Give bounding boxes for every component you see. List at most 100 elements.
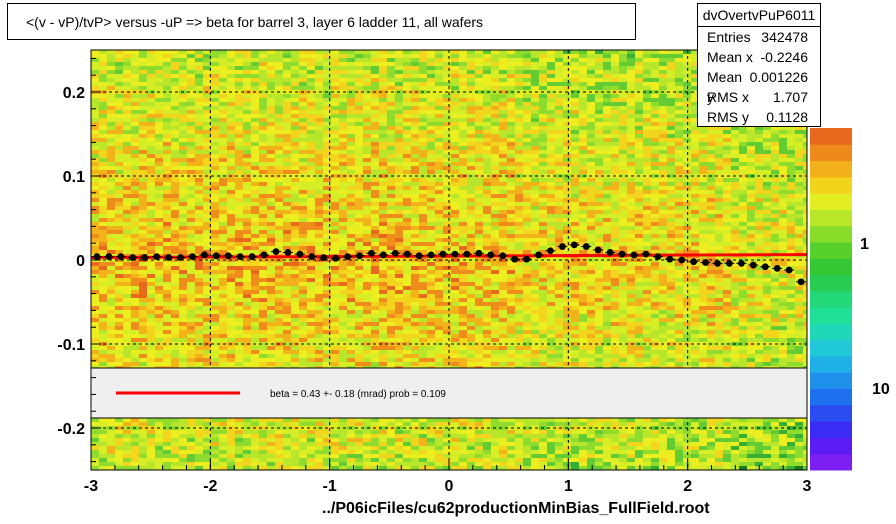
heatmap-cell xyxy=(579,110,587,114)
heatmap-cell xyxy=(243,250,251,254)
heatmap-cell xyxy=(771,230,779,234)
heatmap-cell xyxy=(667,206,675,210)
heatmap-cell xyxy=(555,262,563,266)
heatmap-cell xyxy=(179,246,187,250)
heatmap-cell xyxy=(635,114,643,118)
heatmap-cell xyxy=(211,70,219,74)
heatmap-cell xyxy=(659,126,667,130)
heatmap-cell xyxy=(187,118,195,122)
heatmap-cell xyxy=(291,118,299,122)
heatmap-cell xyxy=(627,122,635,126)
heatmap-cell xyxy=(475,146,483,150)
heatmap-cell xyxy=(395,218,403,222)
heatmap-cell xyxy=(163,110,171,114)
heatmap-cell xyxy=(403,238,411,242)
heatmap-cell xyxy=(123,118,131,122)
heatmap-cell xyxy=(211,270,219,274)
heatmap-cell xyxy=(491,226,499,230)
heatmap-cell xyxy=(491,66,499,70)
heatmap-cell xyxy=(331,126,339,130)
heatmap-cell xyxy=(163,86,171,90)
heatmap-cell xyxy=(795,210,803,214)
heatmap-cell xyxy=(147,142,155,146)
heatmap-cell xyxy=(731,146,739,150)
heatmap-cell xyxy=(515,190,523,194)
heatmap-cell xyxy=(603,194,611,198)
heatmap-cell xyxy=(443,122,451,126)
heatmap-cell xyxy=(555,142,563,146)
heatmap-cell xyxy=(611,226,619,230)
heatmap-cell xyxy=(339,118,347,122)
heatmap-cell xyxy=(563,210,571,214)
heatmap-cell xyxy=(603,206,611,210)
heatmap-cell xyxy=(563,86,571,90)
heatmap-cell xyxy=(331,186,339,190)
heatmap-cell xyxy=(699,198,707,202)
heatmap-cell xyxy=(627,206,635,210)
heatmap-cell xyxy=(163,230,171,234)
heatmap-cell xyxy=(275,98,283,102)
heatmap-cell xyxy=(587,186,595,190)
heatmap-cell xyxy=(571,226,579,230)
heatmap-cell xyxy=(659,130,667,134)
heatmap-cell xyxy=(107,66,115,70)
heatmap-cell xyxy=(635,194,643,198)
heatmap-cell xyxy=(171,94,179,98)
heatmap-cell xyxy=(323,230,331,234)
heatmap-cell xyxy=(531,222,539,226)
heatmap-cell xyxy=(619,230,627,234)
heatmap-cell xyxy=(211,122,219,126)
heatmap-cell xyxy=(243,230,251,234)
heatmap-cell xyxy=(339,114,347,118)
heatmap-cell xyxy=(643,218,651,222)
heatmap-cell xyxy=(531,118,539,122)
heatmap-cell xyxy=(475,238,483,242)
heatmap-cell xyxy=(731,202,739,206)
heatmap-cell xyxy=(339,146,347,150)
heatmap-cell xyxy=(499,166,507,170)
heatmap-cell xyxy=(371,114,379,118)
heatmap-cell xyxy=(155,138,163,142)
heatmap-cell xyxy=(483,238,491,242)
heatmap-cell xyxy=(691,202,699,206)
heatmap-cell xyxy=(523,66,531,70)
heatmap-cell xyxy=(795,230,803,234)
heatmap-cell xyxy=(531,166,539,170)
heatmap-cell xyxy=(339,262,347,266)
heatmap-cell xyxy=(163,102,171,106)
heatmap-cell xyxy=(195,54,203,58)
heatmap-cell xyxy=(651,54,659,58)
heatmap-cell xyxy=(595,50,603,54)
heatmap-cell xyxy=(155,170,163,174)
heatmap-cell xyxy=(619,202,627,206)
heatmap-cell xyxy=(403,134,411,138)
heatmap-cell xyxy=(515,202,523,206)
heatmap-cell xyxy=(179,138,187,142)
heatmap-cell xyxy=(267,70,275,74)
heatmap-cell xyxy=(307,166,315,170)
heatmap-cell xyxy=(395,162,403,166)
heatmap-cell xyxy=(355,82,363,86)
heatmap-cell xyxy=(499,134,507,138)
heatmap-cell xyxy=(403,94,411,98)
heatmap-cell xyxy=(619,178,627,182)
heatmap-cell xyxy=(419,98,427,102)
heatmap-cell xyxy=(659,74,667,78)
heatmap-cell xyxy=(611,130,619,134)
heatmap-cell xyxy=(107,262,115,266)
heatmap-cell xyxy=(91,230,99,234)
heatmap-cell xyxy=(411,178,419,182)
heatmap-cell xyxy=(571,126,579,130)
heatmap-cell xyxy=(259,150,267,154)
heatmap-cell xyxy=(371,118,379,122)
heatmap-cell xyxy=(339,66,347,70)
heatmap-cell xyxy=(411,198,419,202)
heatmap-cell xyxy=(91,210,99,214)
heatmap-cell xyxy=(115,122,123,126)
heatmap-cell xyxy=(699,210,707,214)
heatmap-cell xyxy=(147,114,155,118)
heatmap-cell xyxy=(795,266,803,270)
heatmap-cell xyxy=(99,234,107,238)
heatmap-cell xyxy=(131,262,139,266)
heatmap-cell xyxy=(451,266,459,270)
